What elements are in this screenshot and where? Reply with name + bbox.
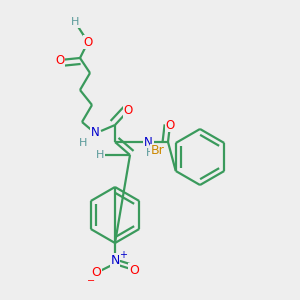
Text: N: N: [144, 136, 152, 148]
Text: O: O: [129, 263, 139, 277]
Text: O: O: [123, 104, 133, 118]
Text: +: +: [119, 250, 127, 260]
Text: H: H: [96, 150, 104, 160]
Text: O: O: [91, 266, 101, 280]
Text: O: O: [56, 53, 64, 67]
Text: −: −: [87, 276, 95, 286]
Text: O: O: [165, 118, 175, 131]
Text: O: O: [83, 35, 93, 49]
Text: H: H: [79, 138, 87, 148]
Text: H: H: [71, 17, 79, 27]
Text: N: N: [91, 127, 99, 140]
Text: Br: Br: [151, 145, 165, 158]
Text: N: N: [110, 254, 120, 266]
Text: O: O: [83, 35, 93, 49]
Text: H: H: [146, 148, 154, 158]
